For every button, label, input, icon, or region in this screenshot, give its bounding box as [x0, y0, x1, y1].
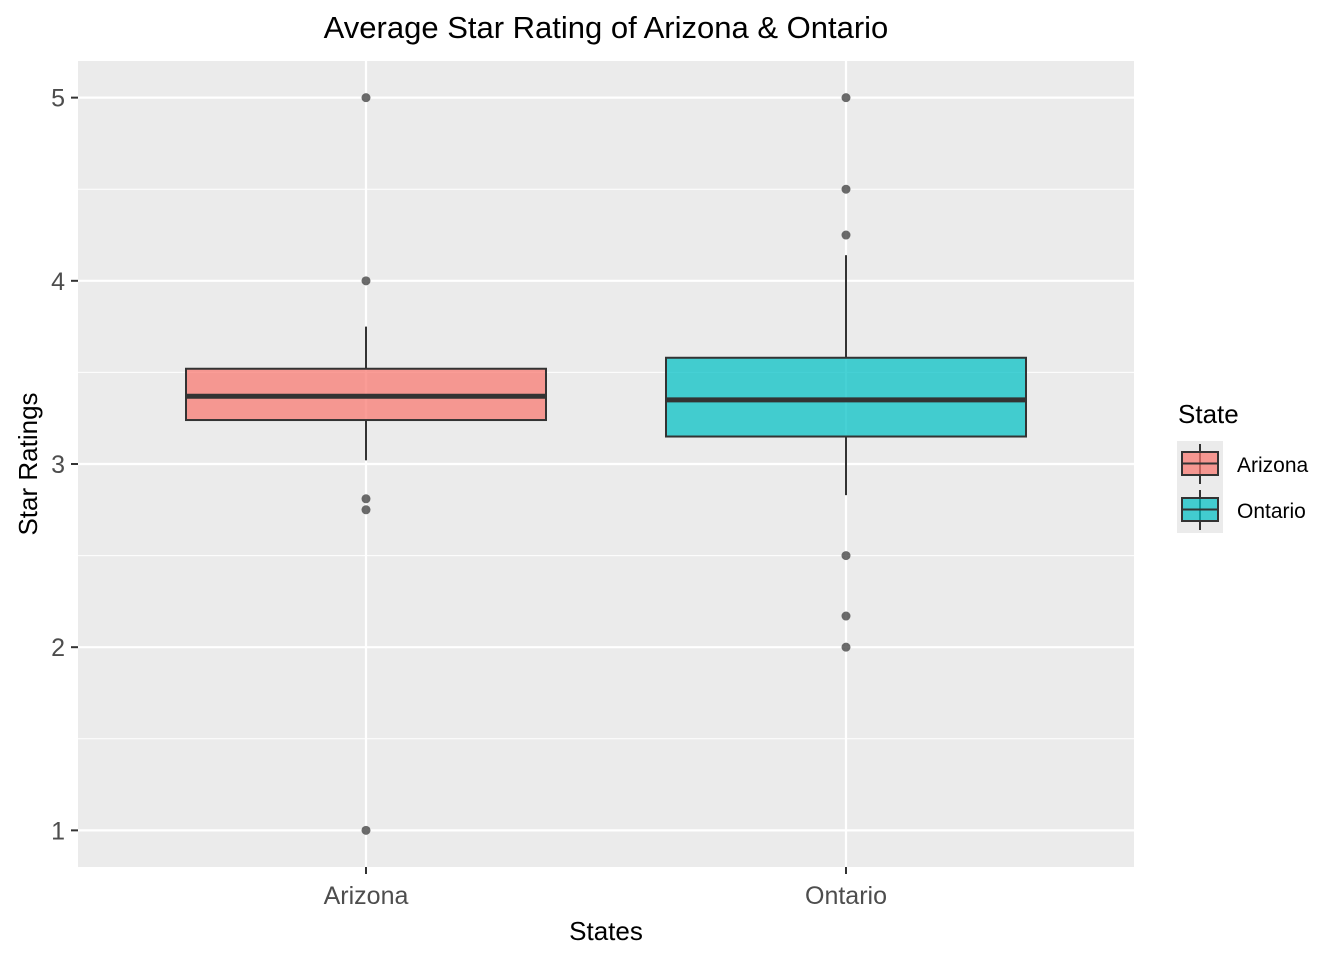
outlier-point — [841, 611, 851, 621]
legend-title: State — [1178, 399, 1239, 429]
outlier-point — [841, 184, 851, 194]
legend-key-ontario — [1177, 487, 1223, 533]
boxes — [185, 93, 1027, 835]
legend-key-arizona — [1177, 441, 1223, 487]
legend-label: Arizona — [1237, 454, 1309, 477]
legend: State Arizona Ontario — [1177, 399, 1309, 533]
y-tick-label: 3 — [51, 451, 65, 479]
chart-title: Average Star Rating of Arizona & Ontario — [323, 10, 889, 45]
y-axis: 1 2 3 4 5 — [51, 85, 78, 845]
legend-label: Ontario — [1237, 500, 1306, 523]
x-tick-label: Ontario — [805, 882, 887, 910]
x-axis-title: States — [569, 916, 643, 946]
y-tick-label: 4 — [51, 268, 65, 296]
box-ontario — [665, 93, 1027, 652]
outlier-point — [361, 505, 371, 515]
y-axis-title: Star Ratings — [13, 392, 43, 535]
box-iqr — [665, 356, 1027, 438]
y-tick-label: 1 — [51, 817, 65, 845]
y-tick-label: 2 — [51, 634, 65, 662]
outlier-point — [361, 276, 371, 286]
outlier-point — [841, 230, 851, 240]
outlier-point — [841, 551, 851, 561]
outlier-point — [361, 825, 371, 835]
outlier-point — [841, 642, 851, 652]
x-axis: Arizona Ontario — [324, 867, 887, 910]
outlier-point — [841, 93, 851, 103]
x-tick-label: Arizona — [324, 882, 409, 910]
outlier-point — [361, 494, 371, 504]
y-tick-label: 5 — [51, 85, 65, 113]
outlier-point — [361, 93, 371, 103]
box-arizona — [185, 93, 547, 835]
